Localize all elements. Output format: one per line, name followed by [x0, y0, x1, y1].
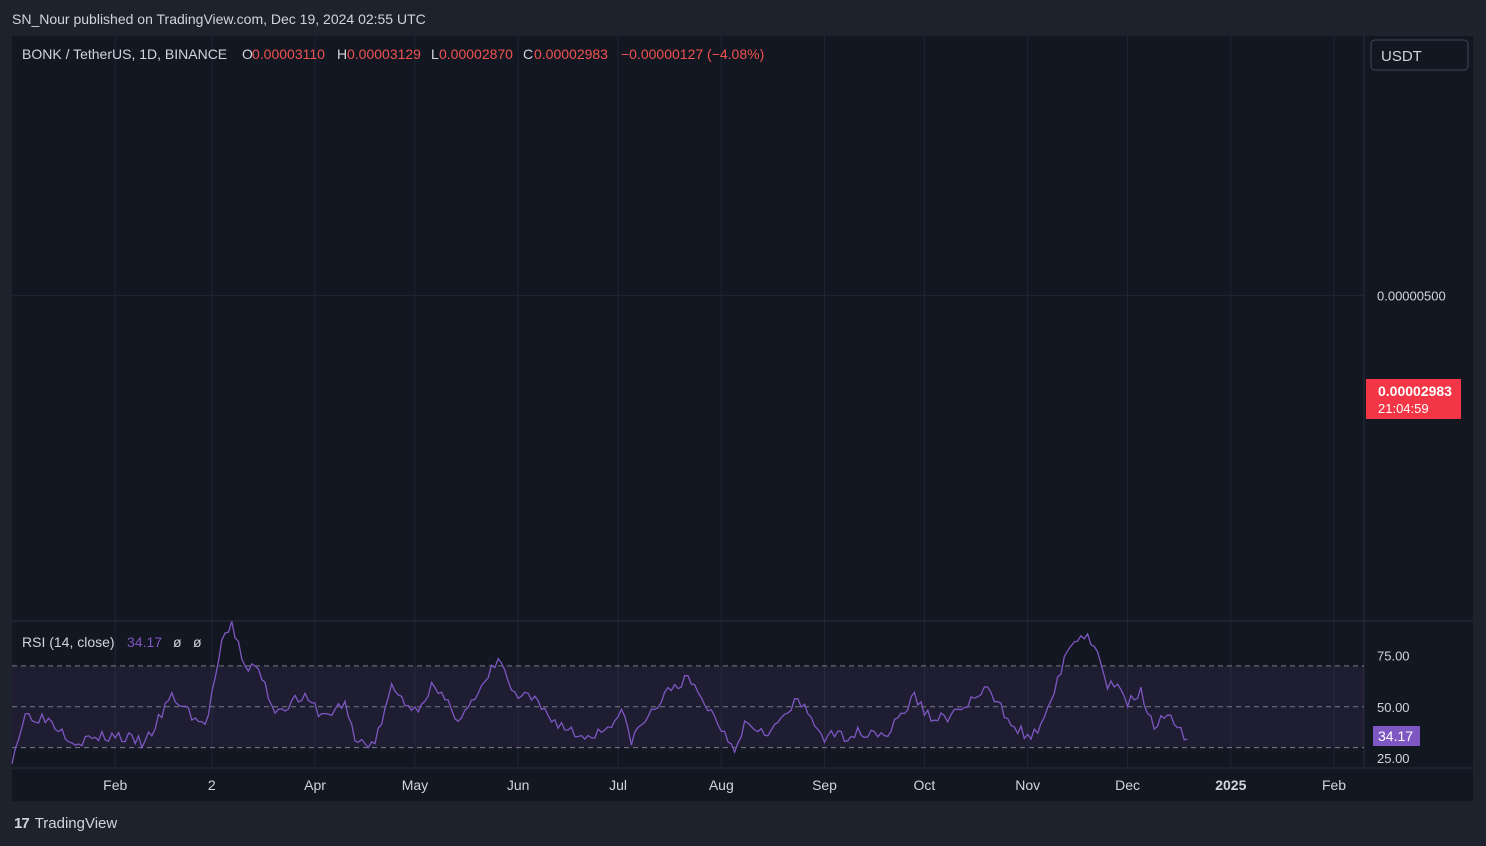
x-tick-label: 2025 — [1215, 777, 1246, 793]
legend-o-value: 0.00003110 — [252, 46, 325, 62]
tradingview-brand[interactable]: 17 TradingView — [14, 815, 117, 832]
brand-name: TradingView — [34, 815, 118, 832]
rsi-badge-value: 34.17 — [1378, 728, 1413, 744]
x-tick-label: 2 — [208, 777, 216, 793]
legend-h-label: H — [337, 46, 347, 62]
rsi-tick-label: 75.00 — [1377, 649, 1410, 664]
x-tick-label: May — [402, 777, 428, 793]
ohlc-legend: O 0.00003110 H 0.00003129 L 0.00002870 C… — [242, 46, 764, 62]
legend-c-value: 0.00002983 — [534, 46, 608, 62]
rsi-tick-label: 25.00 — [1377, 751, 1410, 766]
x-tick-label: Feb — [1322, 777, 1346, 793]
legend-h-value: 0.00003129 — [347, 46, 421, 62]
x-tick-label: Oct — [914, 777, 936, 793]
y-tick-label: 0.00000500 — [1377, 289, 1446, 304]
rsi-tick-label: 50.00 — [1377, 700, 1410, 715]
legend-pair: BONK / TetherUS, 1D, BINANCE — [22, 46, 227, 62]
rsi-badge-box — [1373, 726, 1420, 746]
tradingview-logo-icon: 17 — [14, 815, 30, 832]
x-tick-label: Apr — [304, 777, 326, 793]
rsi-line — [11, 621, 1188, 765]
x-tick-label: Jul — [609, 777, 627, 793]
x-tick-label: Aug — [709, 777, 734, 793]
price-label-countdown: 21:04:59 — [1378, 401, 1429, 416]
price-label-value: 0.00002983 — [1378, 383, 1452, 399]
rsi-extra-2: ø — [193, 634, 202, 650]
x-tick-label: Sep — [812, 777, 837, 793]
legend-l-value: 0.00002870 — [439, 46, 513, 62]
x-tick-label: Feb — [103, 777, 127, 793]
chart-frame — [12, 36, 1473, 801]
x-tick-label: Dec — [1115, 777, 1140, 793]
axes: 0.000005000.000010000.000015000.00002000… — [103, 289, 1446, 793]
price-label-box — [1366, 379, 1461, 419]
publish-info: SN_Nour published on TradingView.com, De… — [12, 11, 426, 27]
currency-label: USDT — [1381, 48, 1422, 65]
currency-button[interactable] — [1370, 39, 1469, 71]
legend-l-label: L — [431, 46, 439, 62]
x-tick-label: Jun — [507, 777, 530, 793]
grid — [12, 36, 1473, 769]
rsi-label: RSI (14, close) — [22, 634, 115, 650]
legend-change: −0.00000127 (−4.08%) — [621, 46, 764, 62]
legend-o-label: O — [242, 46, 253, 62]
x-tick-label: Nov — [1015, 777, 1040, 793]
rsi-value: 34.17 — [127, 634, 162, 650]
rsi-extra-1: ø — [173, 634, 182, 650]
rsi-pane — [11, 621, 1364, 765]
legend-c-label: C — [523, 46, 533, 62]
